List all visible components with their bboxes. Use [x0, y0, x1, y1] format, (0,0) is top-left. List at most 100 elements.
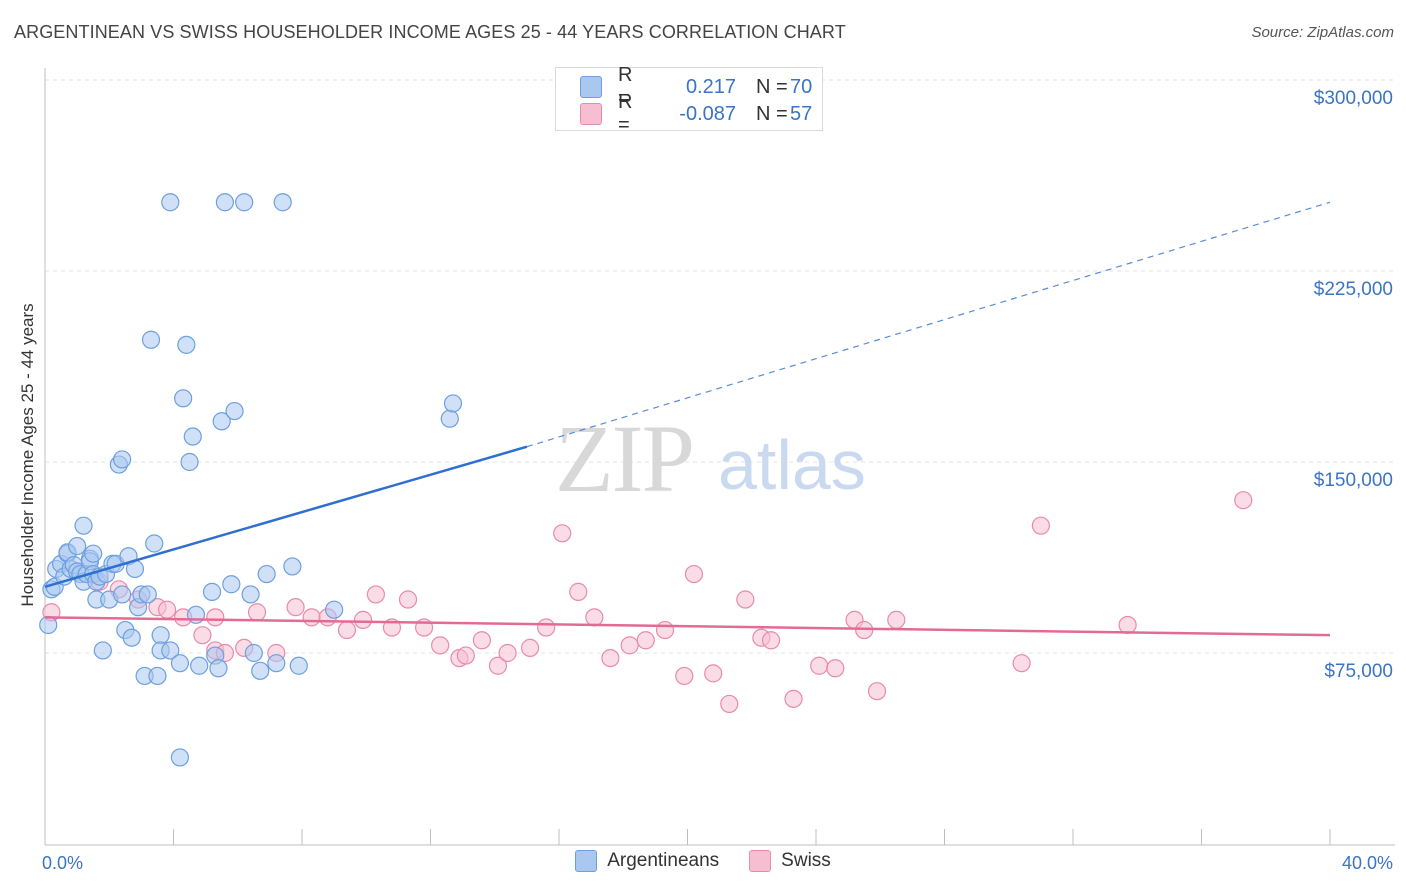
- r-label: R =: [618, 91, 633, 136]
- argentineans-point-68: [289, 656, 308, 675]
- argentineans-point-63: [251, 661, 270, 680]
- swiss-point-44: [761, 631, 781, 650]
- argentineans-point-38: [138, 585, 157, 604]
- argentineans-point-59: [225, 401, 244, 421]
- watermark-atlas: atlas: [718, 426, 866, 504]
- legend-swatch-swiss: [749, 850, 772, 872]
- argentineans-point-42: [151, 626, 170, 645]
- swiss-point-51: [887, 610, 906, 629]
- swiss-point-37: [655, 620, 675, 640]
- y-tick-label-3: $75,000: [1324, 661, 1393, 682]
- argentineans-point-70: [325, 600, 344, 619]
- legend-item-swiss[interactable]: Swiss: [749, 850, 831, 872]
- swiss-point-29: [520, 638, 540, 658]
- swiss-point-31: [553, 524, 572, 543]
- legend-item-argentineans[interactable]: Argentineans: [575, 850, 719, 872]
- r-value: 0.217: [685, 75, 736, 98]
- swiss-point-52: [1012, 654, 1031, 673]
- series-argentineans-points: [39, 193, 463, 767]
- argentineans-point-64: [257, 564, 276, 584]
- x-tick-label-0: 0.0%: [42, 853, 83, 873]
- chart-title: ARGENTINEAN VS SWISS HOUSEHOLDER INCOME …: [14, 22, 846, 42]
- n-value: 70: [790, 75, 813, 98]
- argentineans-point-65: [267, 654, 286, 673]
- swiss-point-55: [1234, 491, 1253, 510]
- argentineans-point-19: [84, 544, 103, 563]
- swiss-point-35: [620, 636, 639, 655]
- argentineans-point-44: [161, 193, 180, 212]
- legend-label-swiss: Swiss: [781, 850, 831, 871]
- argentineans-point-67: [283, 557, 302, 576]
- argentineans-point-50: [183, 427, 202, 446]
- argentineans-point-55: [209, 659, 228, 678]
- argentineans-point-45: [161, 641, 180, 660]
- argentineans-point-14: [74, 516, 93, 535]
- swiss-point-33: [585, 608, 604, 627]
- swiss-point-14: [286, 598, 305, 617]
- swiss-point-46: [810, 656, 829, 675]
- argentineans-point-29: [112, 585, 132, 604]
- y-tick-label-0: $300,000: [1314, 88, 1393, 109]
- swiss-point-28: [498, 643, 517, 663]
- argentineans-point-0: [39, 615, 58, 635]
- swiss-point-47: [826, 659, 845, 678]
- swiss-point-7: [193, 626, 212, 645]
- legend-swatch-swiss: [580, 103, 602, 125]
- swiss-point-19: [366, 585, 385, 604]
- swiss-point-41: [720, 694, 739, 714]
- swiss-point-50: [867, 682, 887, 701]
- swiss-point-45: [784, 689, 803, 708]
- argentineans-trend-extension: [526, 201, 1331, 448]
- y-tick-label-1: $225,000: [1314, 279, 1393, 300]
- argentineans-point-56: [212, 412, 231, 431]
- argentineans-point-60: [235, 193, 254, 212]
- series-swiss-points: [42, 491, 1253, 714]
- argentineans-point-40: [145, 534, 164, 553]
- argentineans-point-58: [222, 575, 241, 594]
- trend-lines: [44, 201, 1331, 637]
- y-tick-label-2: $150,000: [1314, 470, 1393, 491]
- swiss-point-15: [302, 608, 321, 627]
- watermark: ZIP atlas: [555, 405, 866, 512]
- swiss-point-39: [684, 564, 704, 584]
- swiss-point-38: [675, 666, 694, 686]
- watermark-zip: ZIP: [555, 405, 693, 512]
- tick-labels: $300,000 $225,000 $150,000 $75,000 0.0% 40.0%: [42, 88, 1393, 873]
- argentineans-point-41: [148, 666, 167, 686]
- correlation-legend: R = 0.217 N = 70 R = -0.087 N = 57: [555, 64, 823, 136]
- argentineans-point-66: [273, 193, 292, 212]
- n-label: N =: [756, 75, 788, 98]
- argentineans-point-49: [180, 452, 199, 472]
- swiss-trend-line: [44, 616, 1331, 637]
- argentineans-point-39: [141, 330, 161, 349]
- swiss-point-27: [488, 656, 508, 675]
- argentineans-point-23: [93, 641, 112, 660]
- swiss-point-12: [247, 603, 267, 622]
- swiss-point-9: [206, 608, 225, 627]
- swiss-point-17: [337, 620, 357, 640]
- legend-swatch-argentineans: [575, 850, 598, 872]
- n-value: 57: [790, 102, 813, 125]
- swiss-point-21: [398, 590, 418, 609]
- argentineans-point-52: [190, 656, 209, 675]
- argentineans-point-62: [244, 643, 263, 663]
- swiss-point-23: [431, 636, 450, 655]
- legend-swatch-argentineans: [580, 76, 602, 98]
- argentineans-point-47: [174, 389, 193, 408]
- swiss-point-49: [855, 620, 874, 640]
- source-label: Source: ZipAtlas.com: [1251, 24, 1394, 41]
- legend-label-argentineans: Argentineans: [607, 850, 720, 871]
- swiss-point-34: [601, 648, 620, 668]
- r-value: -0.087: [679, 102, 736, 125]
- n-label: N =: [756, 102, 788, 125]
- swiss-point-32: [569, 582, 588, 601]
- x-tick-label-1: 40.0%: [1342, 853, 1393, 873]
- r-label: R =: [618, 64, 633, 109]
- argentineans-point-33: [122, 628, 141, 647]
- grid-lines: [45, 79, 1395, 654]
- swiss-point-5: [157, 600, 177, 619]
- argentineans-point-30: [112, 450, 132, 469]
- argentineans-point-69: [170, 748, 190, 767]
- legend-row-argentineans: R = 0.217 N = 70: [556, 64, 813, 109]
